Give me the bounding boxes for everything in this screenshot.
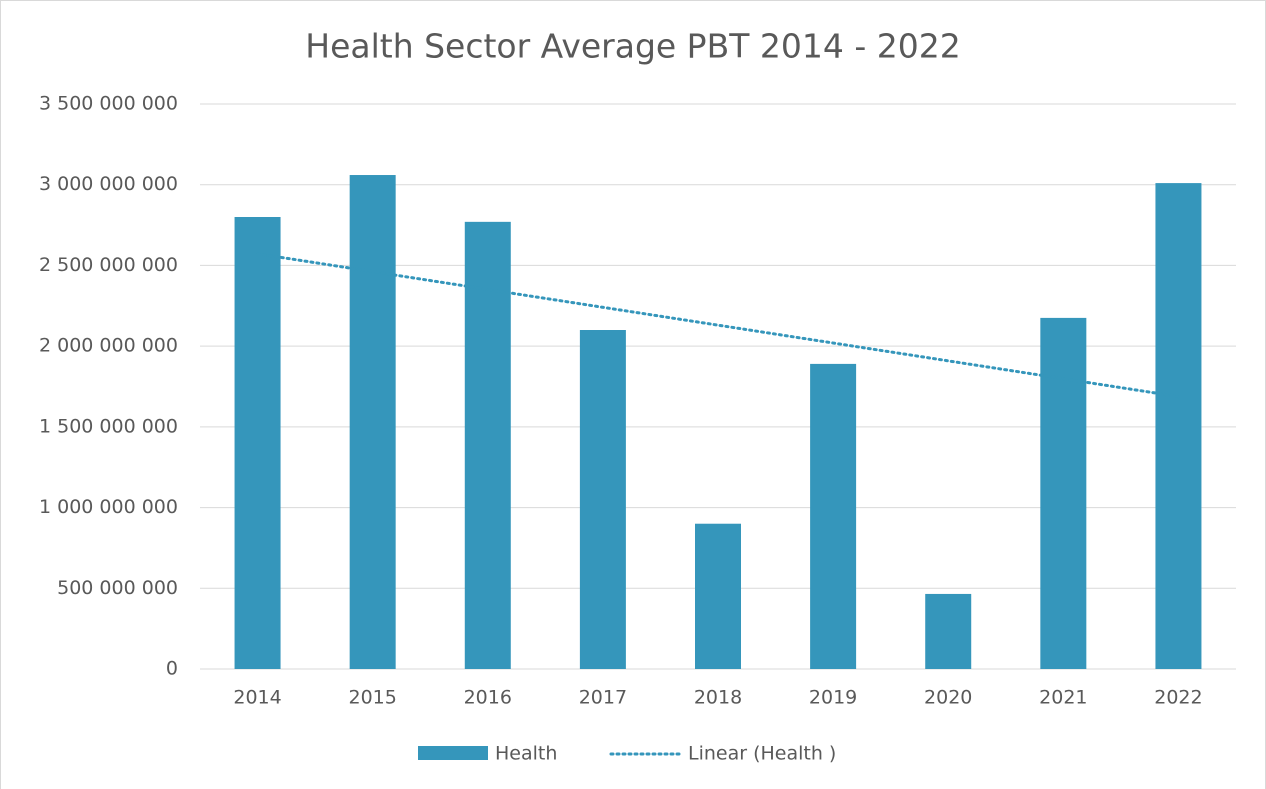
bar	[1040, 317, 1087, 669]
y-tick-label: 2 500 000 000	[39, 254, 178, 276]
y-tick-label: 1 500 000 000	[39, 415, 178, 437]
bar	[810, 363, 857, 669]
bar	[925, 593, 972, 669]
y-tick-label: 2 000 000 000	[39, 335, 178, 357]
bar	[579, 330, 626, 669]
chart-title: Health Sector Average PBT 2014 - 2022	[305, 27, 960, 66]
x-tick-label: 2016	[464, 687, 512, 709]
trendline	[256, 252, 1180, 399]
x-tick-label: 2015	[348, 687, 396, 709]
x-tick-label: 2017	[579, 687, 627, 709]
y-tick-label: 500 000 000	[57, 577, 178, 599]
x-tick-label: 2022	[1154, 687, 1202, 709]
bar	[234, 217, 281, 669]
legend-label: Linear (Health )	[688, 743, 836, 765]
bar	[695, 523, 741, 669]
x-tick-label: 2020	[924, 687, 972, 709]
y-tick-label: 0	[166, 658, 178, 680]
x-tick-label: 2019	[809, 687, 857, 709]
legend-swatch	[418, 746, 488, 760]
y-tick-label: 3 000 000 000	[39, 173, 178, 195]
bar	[1155, 183, 1202, 669]
legend-label: Health	[495, 743, 557, 765]
x-tick-label: 2014	[233, 687, 281, 709]
bar	[349, 175, 396, 669]
y-tick-label: 3 500 000 000	[39, 93, 178, 115]
x-tick-label: 2018	[694, 687, 742, 709]
x-tick-label: 2021	[1039, 687, 1087, 709]
y-tick-label: 1 000 000 000	[39, 496, 178, 518]
bar	[464, 221, 511, 670]
